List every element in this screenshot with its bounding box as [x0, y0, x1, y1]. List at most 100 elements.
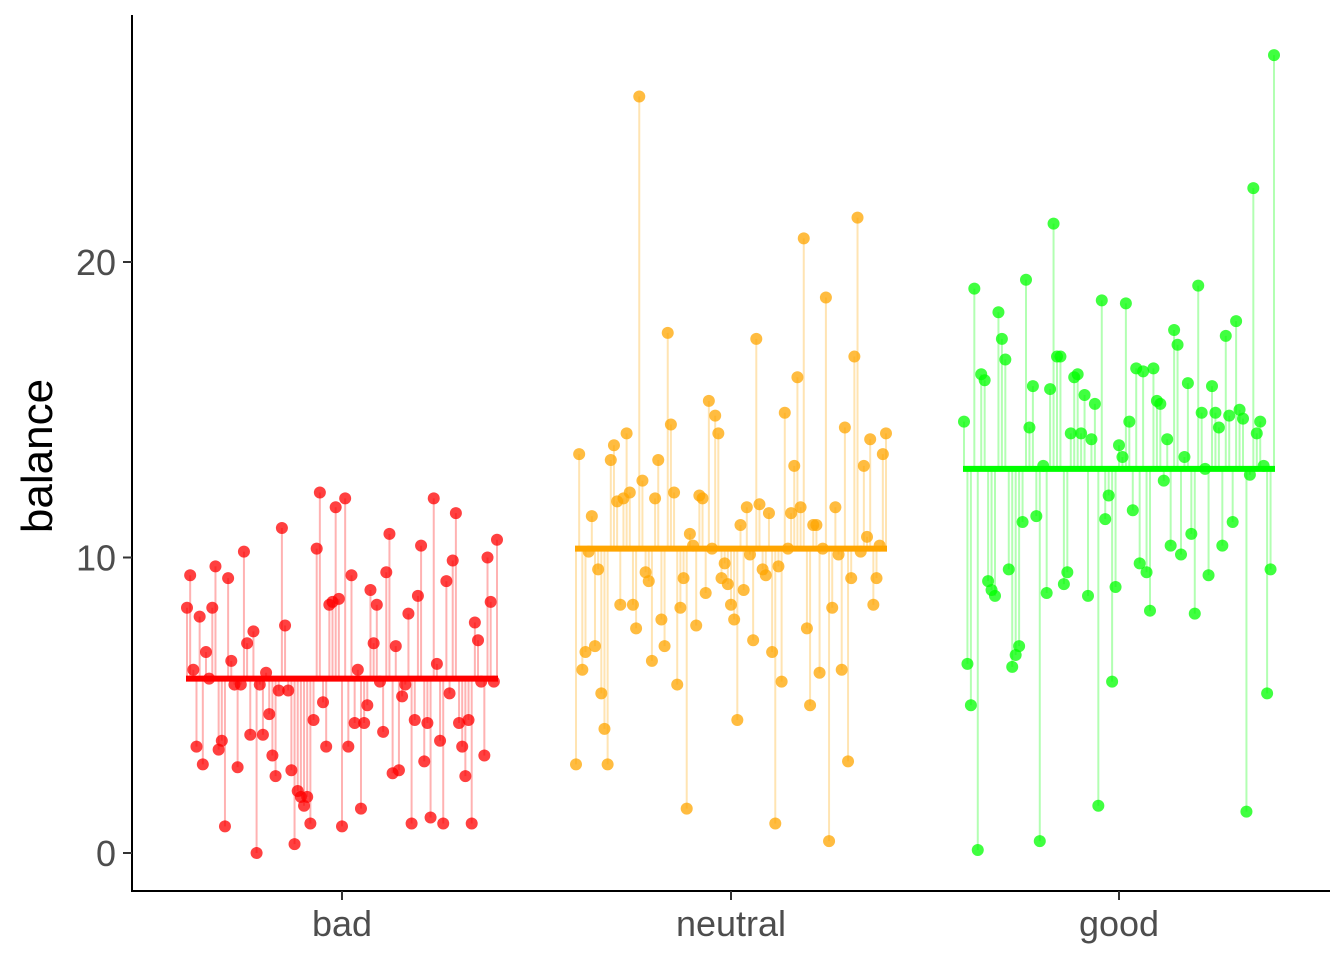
data-point [1185, 527, 1198, 540]
x-tick-label: bad [312, 903, 372, 944]
data-point [1268, 49, 1280, 62]
data-point [775, 675, 788, 688]
data-point [364, 584, 377, 597]
data-point [453, 716, 466, 729]
data-point [674, 601, 687, 614]
data-point [961, 657, 974, 670]
data-point [288, 838, 301, 851]
data-point [835, 663, 848, 676]
data-point [491, 533, 503, 546]
data-point [845, 572, 858, 585]
data-point [1264, 563, 1277, 576]
data-point [478, 749, 491, 762]
data-point [256, 728, 269, 741]
data-point [819, 291, 832, 304]
data-point [585, 510, 598, 523]
data-point [424, 811, 437, 824]
data-point [823, 835, 836, 848]
data-point [392, 764, 405, 777]
data-point [772, 560, 785, 573]
data-point [725, 598, 737, 611]
data-point [794, 501, 807, 514]
data-point [595, 687, 608, 700]
data-point [1030, 510, 1043, 523]
data-point [377, 725, 390, 738]
data-point [405, 817, 418, 830]
data-point [709, 409, 722, 422]
data-point [661, 326, 674, 339]
data-point [1082, 589, 1094, 602]
data-point [642, 575, 655, 588]
data-point [570, 758, 582, 771]
data-point [472, 634, 485, 647]
data-point [607, 439, 620, 452]
data-point [279, 619, 292, 632]
data-point [1092, 799, 1105, 812]
data-point [484, 595, 497, 608]
data-point [336, 820, 348, 833]
data-point [184, 569, 197, 582]
points-good [958, 49, 1280, 857]
data-point [1247, 182, 1260, 195]
data-point [1202, 569, 1215, 582]
data-point [1154, 397, 1167, 410]
data-point [1254, 415, 1267, 428]
data-point [880, 427, 892, 440]
data-point [320, 740, 333, 753]
data-point [345, 569, 358, 582]
x-tick-label: neutral [676, 903, 786, 944]
data-point [1178, 451, 1191, 464]
data-point [848, 350, 861, 363]
stems-neutral [575, 96, 887, 842]
data-point [1109, 581, 1122, 594]
data-point [218, 820, 231, 833]
data-point [604, 453, 617, 466]
data-point [645, 654, 658, 667]
data-point [468, 616, 481, 629]
data-point [683, 527, 696, 540]
data-point [740, 501, 753, 514]
data-point [1033, 835, 1046, 848]
data-point [620, 427, 633, 440]
data-point [430, 657, 443, 670]
data-point [437, 817, 450, 830]
data-point [652, 453, 665, 466]
data-point [753, 498, 766, 511]
data-point [247, 625, 260, 638]
data-point [190, 740, 203, 753]
data-point [968, 282, 981, 295]
data-point [272, 684, 285, 697]
data-point [1026, 380, 1039, 393]
data-point [1002, 563, 1015, 576]
data-point [307, 714, 320, 727]
data-point [402, 607, 415, 620]
data-point [759, 569, 772, 582]
data-point [870, 572, 883, 585]
data-point [664, 418, 677, 431]
data-point [696, 492, 709, 505]
data-point [1226, 516, 1239, 529]
data-point [187, 663, 200, 676]
data-point [867, 598, 880, 611]
data-point [1250, 427, 1263, 440]
data-point [579, 646, 592, 659]
data-point [1126, 504, 1139, 517]
data-point [989, 589, 1001, 602]
data-point [995, 332, 1008, 345]
data-point [598, 722, 611, 735]
data-point [636, 474, 649, 487]
data-point [383, 527, 396, 540]
data-point [1206, 380, 1218, 393]
data-point [778, 406, 791, 419]
data-point [285, 764, 298, 777]
data-point [626, 598, 639, 611]
data-point [737, 584, 750, 597]
data-point [1192, 279, 1205, 292]
data-point [1006, 660, 1019, 673]
data-point [655, 613, 668, 626]
data-point [734, 518, 747, 531]
data-point [342, 740, 355, 753]
data-point [992, 306, 1005, 319]
data-point [1216, 539, 1229, 552]
data-point [209, 560, 222, 573]
